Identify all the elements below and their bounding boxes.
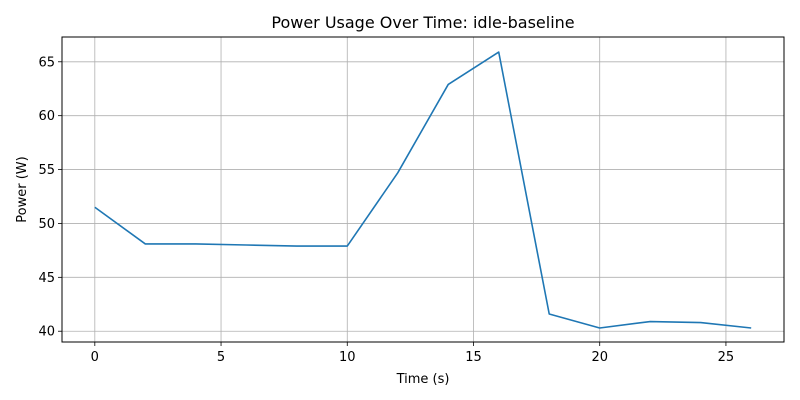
- x-tick-label: 20: [591, 350, 608, 365]
- x-tick-label: 25: [718, 350, 735, 365]
- x-tick-label: 0: [91, 350, 99, 365]
- ticks: 0 5 10 15 20 25 40 45 50 55 60 65: [38, 55, 734, 365]
- y-tick-label: 45: [38, 271, 55, 286]
- plot-frame: [61, 36, 785, 343]
- y-tick-label: 50: [38, 217, 55, 232]
- x-tick-label: 15: [465, 350, 482, 365]
- series-line: [94, 51, 752, 329]
- y-tick-label: 55: [38, 163, 55, 178]
- x-tick-label: 5: [217, 350, 225, 365]
- chart-title: Power Usage Over Time: idle-baseline: [271, 13, 574, 32]
- series-layer: [94, 51, 752, 329]
- x-axis-label: Time (s): [396, 372, 450, 387]
- y-tick-label: 65: [38, 55, 55, 70]
- y-tick-label: 40: [38, 325, 55, 340]
- x-tick-label: 10: [339, 350, 356, 365]
- grid: [62, 37, 784, 342]
- y-axis-label: Power (W): [15, 156, 30, 222]
- y-tick-label: 60: [38, 109, 55, 124]
